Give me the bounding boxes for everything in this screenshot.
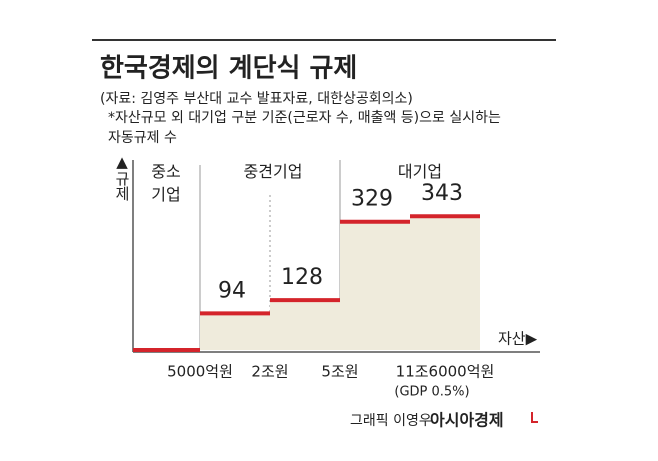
step-area <box>340 221 410 350</box>
step-area <box>200 313 270 350</box>
group-label: 대기업 <box>397 162 443 181</box>
value-label: 128 <box>281 265 323 290</box>
value-label: 94 <box>218 278 246 303</box>
credit: 그래픽 이영우 <box>350 413 432 429</box>
value-label: 329 <box>351 187 393 212</box>
logo-mark <box>531 412 538 423</box>
value-label: 343 <box>421 181 463 206</box>
step-area <box>270 300 340 350</box>
x-tick-label: 5조원 <box>321 363 358 381</box>
group-label: 중견기업 <box>243 162 303 181</box>
source: (자료: 김영주 부산대 교수 발표자료, 대한상공회의소) <box>100 91 413 107</box>
step-area <box>410 216 480 350</box>
chart-title: 한국경제의 계단식 규제 <box>100 54 357 84</box>
publisher: 아시아경제 <box>430 411 504 430</box>
x-tick-label: 5000억원 <box>167 363 233 381</box>
x-axis-label: 자산▶ <box>498 330 538 348</box>
x-tick-note: (GDP 0.5%) <box>394 385 469 400</box>
y-axis-label: ▲규제 <box>113 153 131 201</box>
group-label: 중소 기업 <box>151 162 181 204</box>
x-tick-label: 11조6000억원 <box>396 363 495 381</box>
x-tick-label: 2조원 <box>251 363 288 381</box>
note: *자산규모 외 대기업 구분 기준(근로자 수, 매출액 등)으로 실시하는 자… <box>108 110 501 146</box>
